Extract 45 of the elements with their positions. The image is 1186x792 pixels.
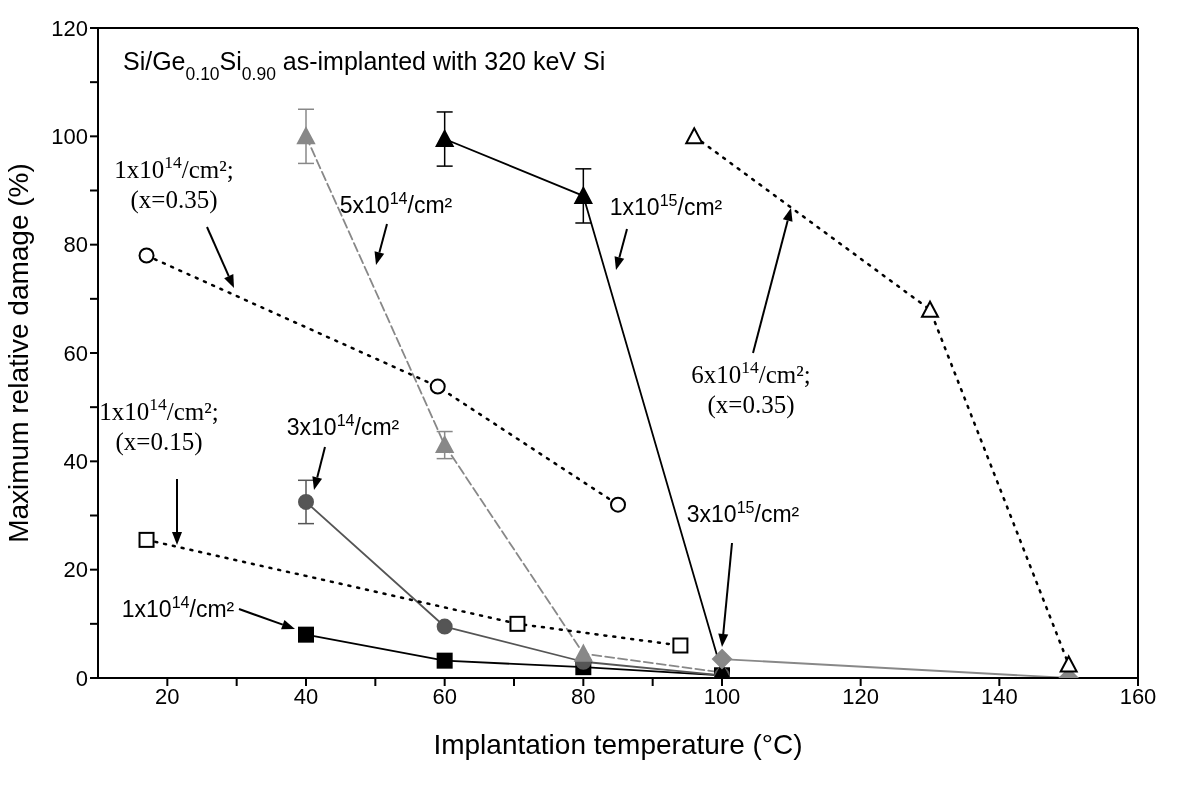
text: Si/Ge$_{0.10}$Si$_{0.90}$ as-implanted with 320 keV Si [123, 47, 606, 84]
x-tick-label: 100 [703, 683, 741, 709]
y-tick-label: 100 [51, 124, 88, 150]
y-tick-label: 120 [51, 15, 88, 41]
point [138, 531, 155, 548]
annotation: 1x10$^{14}$/cm²; (x=0.35) [114, 152, 234, 214]
x-tick-label: 160 [1119, 683, 1157, 709]
point [435, 436, 454, 454]
y-tick-label: 0 [75, 665, 88, 691]
point [1059, 655, 1078, 673]
point [610, 496, 626, 513]
point [298, 626, 314, 643]
point [435, 130, 454, 148]
point [429, 378, 446, 395]
point [436, 618, 453, 635]
annotation: 5x10$^{14}$/cm² [339, 189, 453, 218]
annotation: 1x10$^{15}$/cm² [609, 191, 723, 220]
point [297, 127, 315, 145]
annotation: 3x10$^{15}$/cm² [686, 498, 800, 527]
y-axis-title: Maximum relative damage (%) [2, 163, 34, 543]
y-tick-label: 40 [63, 449, 88, 475]
x-axis-title: Implantation temperature (°C) [433, 729, 803, 760]
x-tick-label: 140 [980, 683, 1018, 709]
x-tick-label: 40 [293, 683, 319, 709]
annotation: 1x10$^{14}$/cm²; (x=0.15) [99, 394, 219, 456]
point [672, 637, 689, 654]
annotation: 6x10$^{14}$/cm²; (x=0.35) [691, 357, 811, 419]
annotation: 1x10$^{14}$/cm² [121, 593, 235, 622]
y-tick-label: 20 [63, 557, 88, 583]
point [138, 247, 155, 264]
x-tick-label: 20 [155, 683, 180, 709]
point [574, 186, 593, 204]
x-tick-label: 60 [432, 683, 457, 709]
point [298, 493, 314, 510]
annotation: 3x10$^{14}$/cm² [286, 411, 400, 440]
point [436, 652, 453, 669]
point [509, 615, 526, 632]
point [685, 127, 704, 145]
y-tick-label: 60 [63, 340, 88, 366]
x-tick-label: 120 [842, 683, 880, 709]
point [712, 649, 732, 670]
x-tick-label: 80 [571, 683, 596, 709]
point [921, 300, 939, 318]
y-tick-label: 80 [63, 232, 88, 258]
point [574, 644, 593, 662]
